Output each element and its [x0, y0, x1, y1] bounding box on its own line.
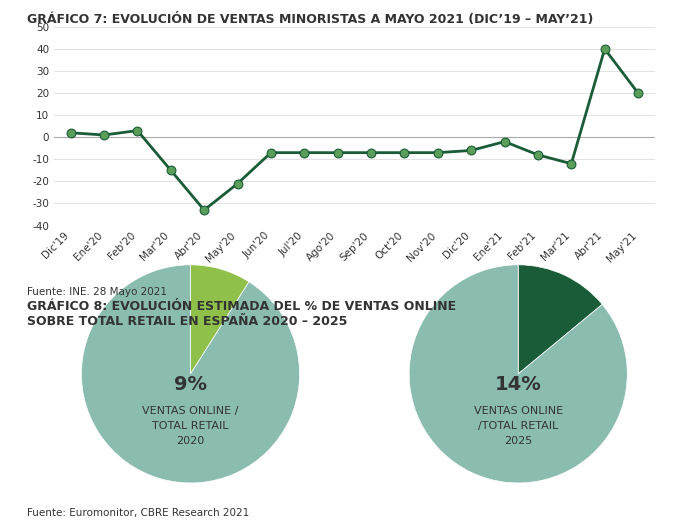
Text: VENTAS ONLINE /
TOTAL RETAIL
2020: VENTAS ONLINE / TOTAL RETAIL 2020: [142, 407, 239, 446]
Point: [198, 206, 209, 214]
Wedge shape: [82, 265, 300, 483]
Wedge shape: [190, 265, 249, 374]
Point: [399, 148, 410, 157]
Point: [599, 45, 610, 53]
Point: [499, 137, 510, 146]
Text: GRÁFICO 7: EVOLUCIÓN DE VENTAS MINORISTAS A MAYO 2021 (DIC’19 – MAY’21): GRÁFICO 7: EVOLUCIÓN DE VENTAS MINORISTA…: [27, 13, 593, 26]
Point: [299, 148, 310, 157]
Point: [466, 146, 477, 155]
Text: Fuente: Euromonitor, CBRE Research 2021: Fuente: Euromonitor, CBRE Research 2021: [27, 508, 249, 518]
Point: [366, 148, 377, 157]
Point: [433, 148, 443, 157]
Point: [533, 150, 543, 159]
Wedge shape: [518, 265, 602, 374]
Text: VENTAS ONLINE
/TOTAL RETAIL
2025: VENTAS ONLINE /TOTAL RETAIL 2025: [474, 407, 563, 446]
Point: [99, 131, 109, 139]
Text: Fuente: INE. 28 Mayo 2021: Fuente: INE. 28 Mayo 2021: [27, 287, 167, 297]
Point: [566, 159, 576, 168]
Point: [332, 148, 343, 157]
Text: 14%: 14%: [495, 376, 541, 394]
Text: GRÁFICO 8: EVOLUCIÓN ESTIMADA DEL % DE VENTAS ONLINE
SOBRE TOTAL RETAIL EN ESPAÑ: GRÁFICO 8: EVOLUCIÓN ESTIMADA DEL % DE V…: [27, 300, 456, 328]
Point: [65, 128, 76, 137]
Point: [132, 126, 143, 135]
Point: [165, 166, 176, 175]
Point: [632, 89, 643, 97]
Text: 9%: 9%: [174, 376, 207, 394]
Wedge shape: [409, 265, 627, 483]
Point: [265, 148, 276, 157]
Point: [232, 179, 243, 188]
